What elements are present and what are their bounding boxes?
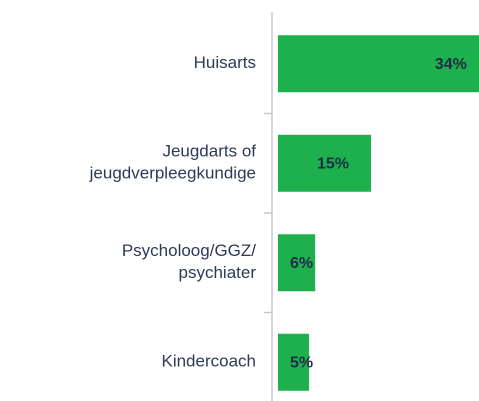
- bar: [278, 35, 479, 93]
- category-label: Psycholoog/GGZ/psychiater: [122, 241, 257, 282]
- value-label: 6%: [290, 255, 313, 272]
- category-label: Huisarts: [194, 53, 256, 72]
- value-label: 34%: [435, 56, 467, 73]
- bar: [278, 134, 371, 192]
- value-label: 15%: [317, 155, 349, 172]
- value-label: 5%: [290, 354, 313, 371]
- category-label: Kindercoach: [161, 352, 256, 371]
- bar: [278, 333, 309, 391]
- bar: [278, 234, 316, 292]
- category-label: Jeugdarts of jeugdverpleegkundige: [89, 142, 257, 183]
